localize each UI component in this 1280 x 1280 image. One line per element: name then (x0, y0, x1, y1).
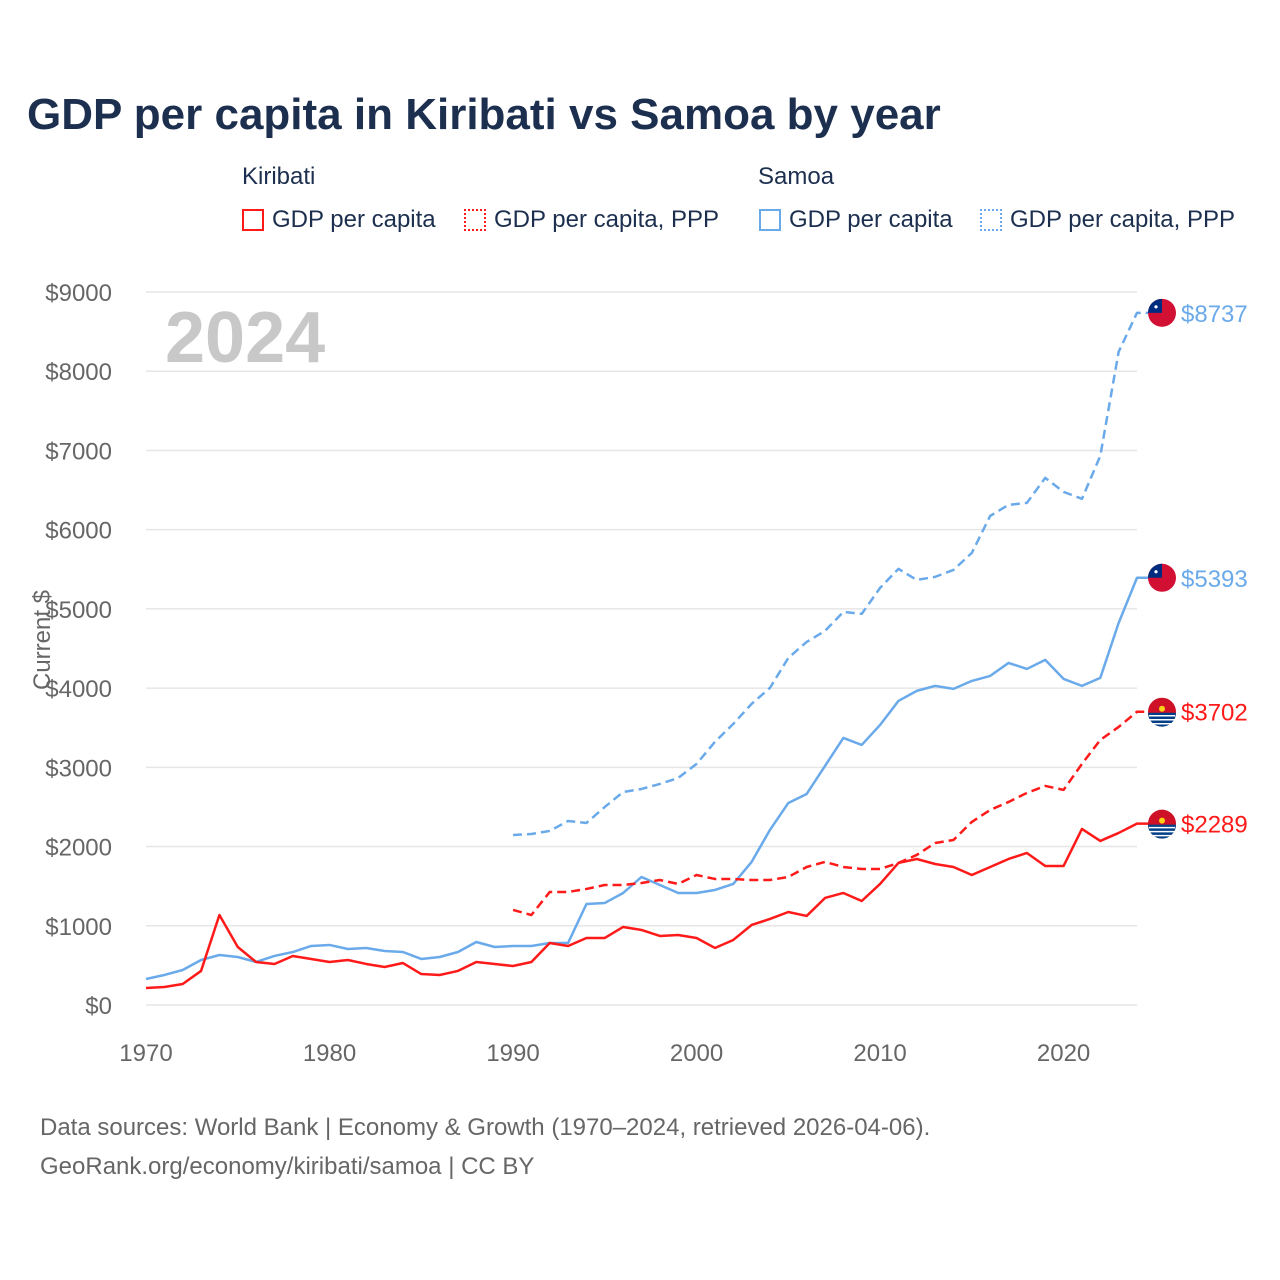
legend-label: GDP per capita (789, 206, 953, 233)
legend-samoa-ppp[interactable]: GDP per capita, PPP (980, 206, 1235, 234)
x-tick-label: 2000 (670, 1040, 723, 1067)
y-tick-label: $8000 (45, 359, 112, 386)
x-tick-label: 1990 (486, 1040, 539, 1067)
y-tick-label: $0 (85, 993, 112, 1020)
end-value-label: $3702 (1181, 700, 1248, 727)
kiribati-flag-icon (1148, 697, 1176, 727)
flag-sun (1159, 817, 1165, 824)
legend-kiribati-gdp[interactable]: GDP per capita (242, 206, 436, 234)
samoa-flag-icon (1148, 563, 1176, 592)
end-value-label: $2289 (1181, 812, 1248, 839)
end-value-label: $8737 (1181, 301, 1248, 328)
legend-samoa-gdp[interactable]: GDP per capita (759, 206, 953, 234)
legend-label: GDP per capita, PPP (494, 206, 719, 233)
flag-sun (1159, 705, 1165, 712)
y-tick-label: $4000 (45, 676, 112, 703)
y-tick-label: $9000 (45, 280, 112, 307)
legend-group-samoa: Samoa (758, 163, 835, 190)
legend-label: GDP per capita, PPP (1010, 206, 1235, 233)
y-tick-label: $2000 (45, 835, 112, 862)
legend-swatch-dotted (980, 209, 1002, 231)
series-line-0 (512, 311, 1149, 837)
x-tick-label: 2020 (1037, 1040, 1090, 1067)
source-note: Data sources: World Bank | Economy & Gro… (40, 1108, 930, 1186)
y-tick-label: $7000 (45, 438, 112, 465)
legend-swatch-solid (759, 209, 781, 231)
legend-swatch-dotted (464, 209, 486, 231)
legend-group-kiribati: Kiribati (242, 163, 316, 190)
y-tick-label: $6000 (45, 518, 112, 545)
end-value-label: $5393 (1181, 566, 1248, 593)
series-line-2 (512, 710, 1149, 917)
x-tick-label: 1980 (303, 1040, 356, 1067)
x-tick-label: 1970 (119, 1040, 172, 1067)
x-tick-label: 2010 (853, 1040, 906, 1067)
source-link[interactable]: GeoRank.org/economy/kiribati/samoa | CC … (40, 1153, 535, 1180)
samoa-flag-icon (1148, 298, 1176, 327)
flag-star (1154, 305, 1158, 309)
legend-label: GDP per capita (272, 206, 436, 233)
legend-kiribati-ppp[interactable]: GDP per capita, PPP (464, 206, 719, 234)
y-tick-label: $5000 (45, 597, 112, 624)
legend-swatch-solid (242, 209, 264, 231)
kiribati-flag-icon (1148, 809, 1176, 839)
chart-title: GDP per capita in Kiribati vs Samoa by y… (27, 90, 941, 139)
year-watermark: 2024 (165, 298, 325, 378)
y-tick-label: $3000 (45, 755, 112, 782)
y-axis-label: Current $ (29, 590, 56, 690)
series-line-1 (145, 576, 1149, 981)
flag-star (1154, 570, 1158, 574)
y-tick-label: $1000 (45, 914, 112, 941)
series-line-3 (145, 822, 1149, 990)
source-line: Data sources: World Bank | Economy & Gro… (40, 1114, 931, 1141)
